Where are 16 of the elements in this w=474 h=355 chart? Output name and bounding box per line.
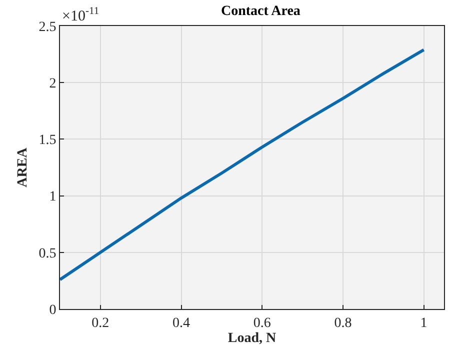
y-tick-label: 1.5 [38, 133, 56, 148]
text: ×10$^{-11}$ [62, 6, 100, 24]
x-tick-label: 0.6 [253, 316, 271, 331]
y-tick-label: 2.5 [38, 20, 56, 35]
y-tick-label: 2 [49, 76, 56, 92]
x-tick-label: 0.2 [92, 316, 110, 331]
y-tick-label: 1 [49, 190, 56, 205]
y-axis-title: AREA [15, 146, 30, 188]
x-tick-label: 0.8 [334, 316, 352, 331]
x-tick-label: 0.4 [172, 316, 190, 331]
line-series [60, 48, 426, 282]
x-tick-label: 1 [420, 316, 428, 331]
y-tick-label: 0 [49, 302, 56, 318]
y-tick-label: 0.5 [38, 246, 56, 262]
x-axis-title: Load, N [228, 331, 276, 346]
chart-title: Contact Area [220, 4, 300, 20]
